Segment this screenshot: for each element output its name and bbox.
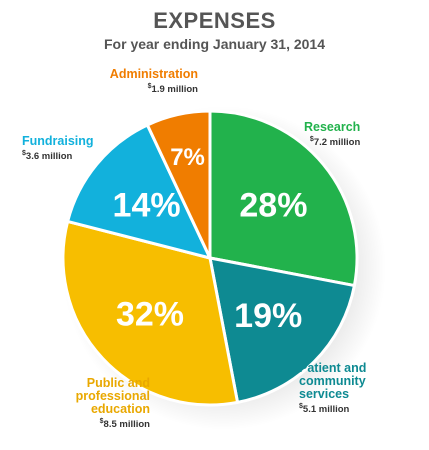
pie-slice-patient (208, 256, 356, 404)
slice-amount-symbol-administration: $ (147, 83, 152, 91)
slice-name-administration: Administration (109, 67, 198, 81)
pie-slice-research (208, 109, 359, 288)
slice-label-fundraising: Fundraising $3.6 million (22, 134, 94, 162)
slice-amount-value-administration: 1.9 million (151, 84, 198, 96)
pie-slice-fundraising (66, 123, 212, 260)
pie-percent-label-public: 32% (116, 295, 184, 333)
slice-name-fundraising: Fundraising (22, 134, 94, 148)
slice-name-public-line2: professional (75, 389, 150, 404)
slice-amount-symbol-fundraising: $ (22, 150, 26, 158)
slice-amount-administration: $1.9 million (106, 83, 198, 95)
pie-percent-labels: 28% 19% 32% 14% 7% (113, 144, 308, 335)
slice-name-public-line3: education (90, 402, 150, 417)
slice-name-patient-line1: Patient and (299, 361, 367, 375)
pie-slice-administration (145, 109, 212, 260)
slice-name-patient-line2: community (299, 374, 366, 389)
slice-name-patient-line3: services (299, 387, 350, 402)
slice-amount-fundraising: $3.6 million (22, 150, 94, 162)
slice-amount-value-fundraising: 3.6 million (25, 151, 73, 163)
pie-slices (61, 109, 359, 407)
pie-percent-label-research: 28% (239, 187, 307, 225)
slice-amount-symbol-patient: $ (299, 403, 303, 411)
slice-label-patient: Patient and community services $5.1 mill… (299, 361, 367, 416)
slice-amount-value-public: 8.5 million (103, 419, 150, 431)
slice-amount-symbol-research: $ (309, 136, 314, 144)
slice-label-public: Public and professional education $8.5 m… (72, 376, 150, 431)
slice-amount-research: $7.2 million (304, 136, 360, 148)
slice-name-research: Research (304, 120, 361, 134)
pie-percent-label-patient: 19% (234, 297, 302, 335)
pie-percent-label-fundraising: 14% (113, 187, 181, 225)
slice-label-administration: Administration $1.9 million (106, 67, 198, 95)
pie-slice-public (61, 219, 240, 407)
slice-amount-value-patient: 5.1 million (302, 404, 350, 416)
slice-name-public-line1: Public and (86, 376, 150, 390)
slice-label-research: Research $7.2 million (304, 120, 361, 148)
slice-amount-patient: $5.1 million (299, 403, 366, 415)
slice-amount-value-research: 7.2 million (313, 137, 361, 149)
pie-percent-label-administration: 7% (170, 144, 205, 171)
chart-subtitle: For year ending January 31, 2014 (104, 36, 325, 52)
chart-title: EXPENSES (153, 8, 276, 33)
slice-amount-public: $8.5 million (72, 418, 150, 430)
slice-amount-symbol-public: $ (99, 418, 104, 426)
